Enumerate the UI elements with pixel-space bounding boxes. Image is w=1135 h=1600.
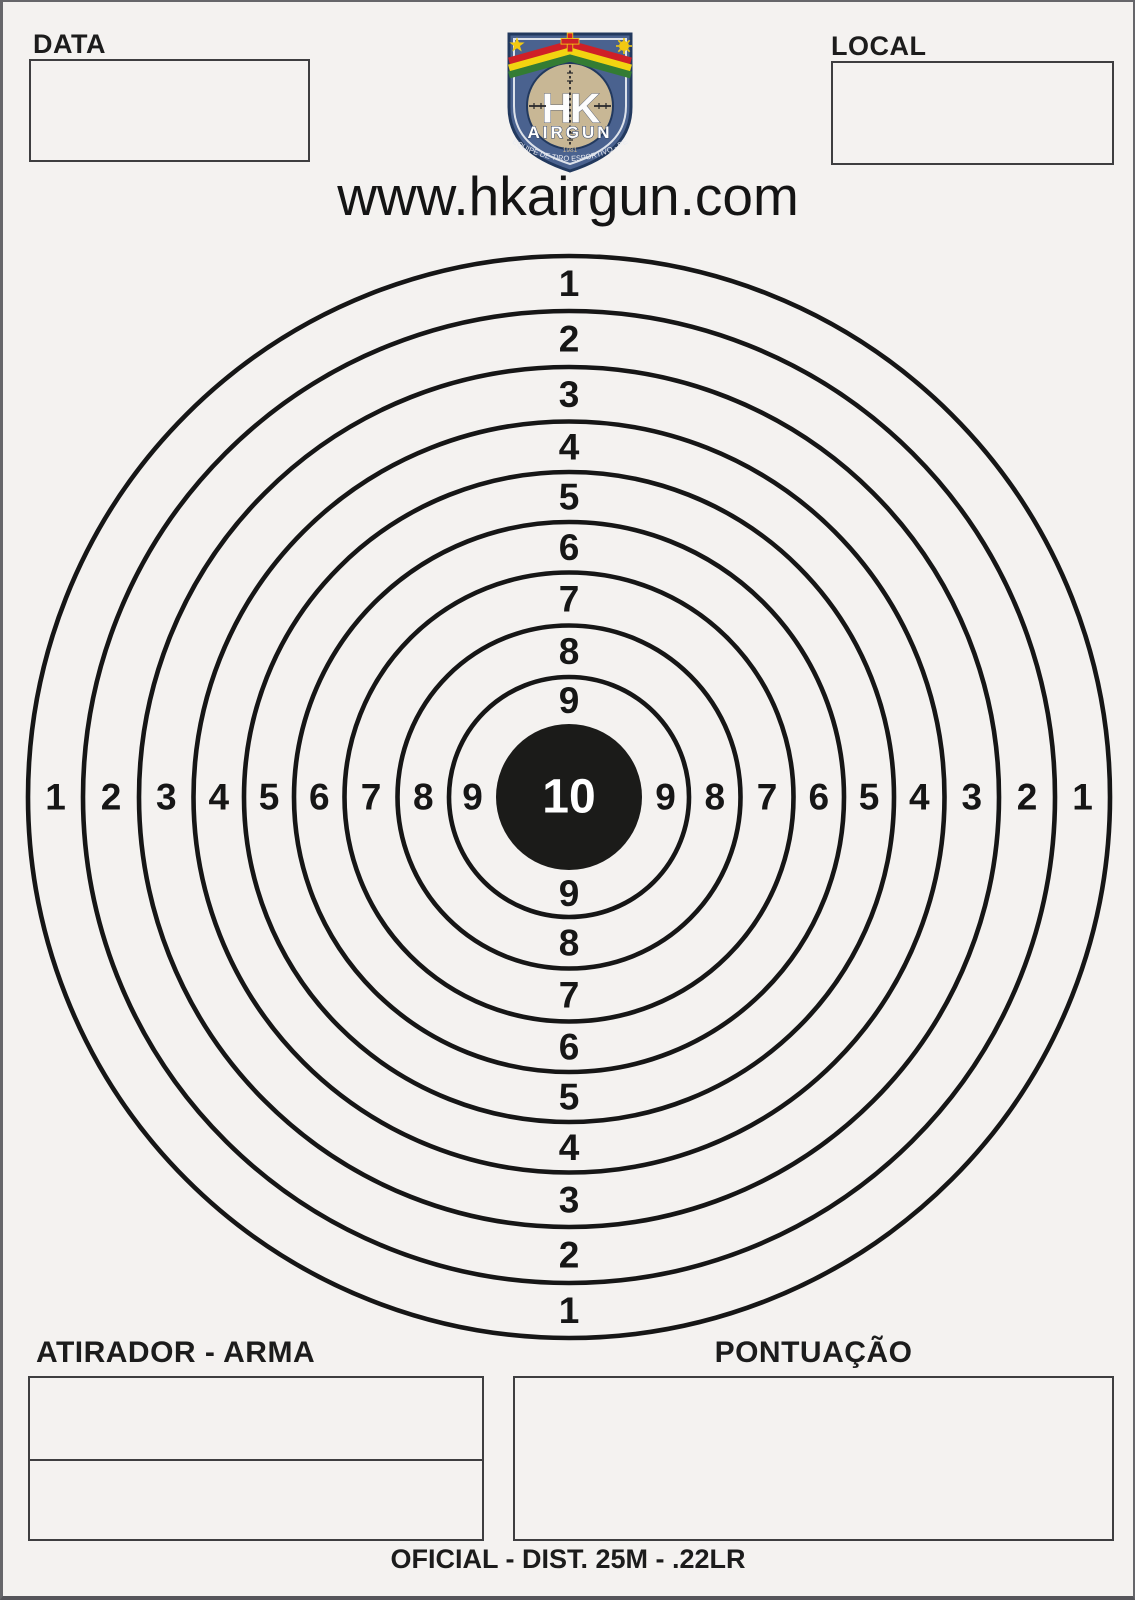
- ring-number-9: 9: [559, 873, 580, 914]
- ring-number-5: 5: [559, 477, 580, 518]
- logo-hk-text: HK: [542, 85, 600, 132]
- ring-number-8: 8: [704, 777, 725, 818]
- hk-airgun-logo: HK: [507, 32, 633, 173]
- cross-icon: [560, 32, 580, 53]
- ring-number-7: 7: [757, 777, 778, 818]
- ring-number-5: 5: [259, 777, 280, 818]
- score-label: PONTUAÇÃO: [714, 1336, 913, 1369]
- ring-number-1: 1: [559, 263, 580, 304]
- ring-number-3: 3: [559, 1179, 580, 1220]
- bullseye: [496, 724, 642, 870]
- ring-number-7: 7: [559, 975, 580, 1016]
- ring-circle-6: [291, 519, 847, 1075]
- ring-number-3: 3: [961, 777, 982, 818]
- ring-number-8: 8: [413, 777, 434, 818]
- ring-number-9: 9: [462, 777, 483, 818]
- ring-number-2: 2: [559, 1235, 580, 1276]
- local-label: LOCAL: [831, 31, 927, 61]
- data-label: DATA: [33, 29, 106, 59]
- ring-number-2: 2: [1017, 777, 1038, 818]
- ring-number-3: 3: [156, 777, 177, 818]
- crosshair-icon: [529, 65, 611, 146]
- ring-number-6: 6: [808, 777, 829, 818]
- ring-number-6: 6: [309, 777, 330, 818]
- ring-number-5: 5: [559, 1077, 580, 1118]
- ring-circle-5: [241, 469, 897, 1125]
- ring-circle-8: [395, 623, 743, 971]
- shield-inner-border: [513, 38, 627, 166]
- data-fill-box: [29, 59, 310, 162]
- score-fill-box: [513, 1376, 1114, 1541]
- ring-circle-1: [25, 253, 1113, 1341]
- ring-number-1: 1: [1072, 777, 1093, 818]
- website-text: www.hkairgun.com: [337, 165, 799, 227]
- ring-number-6: 6: [559, 527, 580, 568]
- ring-circle-9: [446, 674, 692, 920]
- ring-circle-7: [342, 570, 796, 1024]
- ring-number-4: 4: [909, 777, 930, 818]
- ring-number-2: 2: [101, 777, 122, 818]
- sun-icon: [616, 38, 632, 54]
- official-caption: OFICIAL - DIST. 25M - .22LR: [390, 1544, 746, 1574]
- shooter-arm-fill-box: [28, 1376, 484, 1541]
- ring-number-3: 3: [559, 374, 580, 415]
- ring-number-4: 4: [208, 777, 229, 818]
- ring-circle-2: [80, 308, 1058, 1286]
- logo-year-text: 1981: [563, 147, 578, 154]
- shooter-arm-label: ATIRADOR - ARMA: [36, 1336, 316, 1369]
- ring-number-1: 1: [559, 1290, 580, 1331]
- ring-number-5: 5: [859, 777, 880, 818]
- ring-number-1: 1: [45, 777, 66, 818]
- ring-number-9: 9: [655, 777, 676, 818]
- ring-number-7: 7: [559, 579, 580, 620]
- ring-circle-3: [136, 364, 1002, 1230]
- ring-number-4: 4: [559, 426, 580, 467]
- ring-number-8: 8: [559, 922, 580, 963]
- ring-number-7: 7: [361, 777, 382, 818]
- ring-number-6: 6: [559, 1026, 580, 1067]
- ring-number-8: 8: [559, 631, 580, 672]
- ring-number-9: 9: [559, 680, 580, 721]
- logo-airgun-text: AIRGUN: [527, 123, 612, 142]
- ring-circle-4: [191, 419, 947, 1175]
- star-icon: [509, 37, 525, 52]
- ring-number-4: 4: [559, 1127, 580, 1168]
- local-fill-box: [831, 61, 1114, 165]
- bullseye-number: 10: [542, 771, 595, 824]
- ring-number-2: 2: [559, 319, 580, 360]
- shooter-box-divider: [30, 1459, 482, 1461]
